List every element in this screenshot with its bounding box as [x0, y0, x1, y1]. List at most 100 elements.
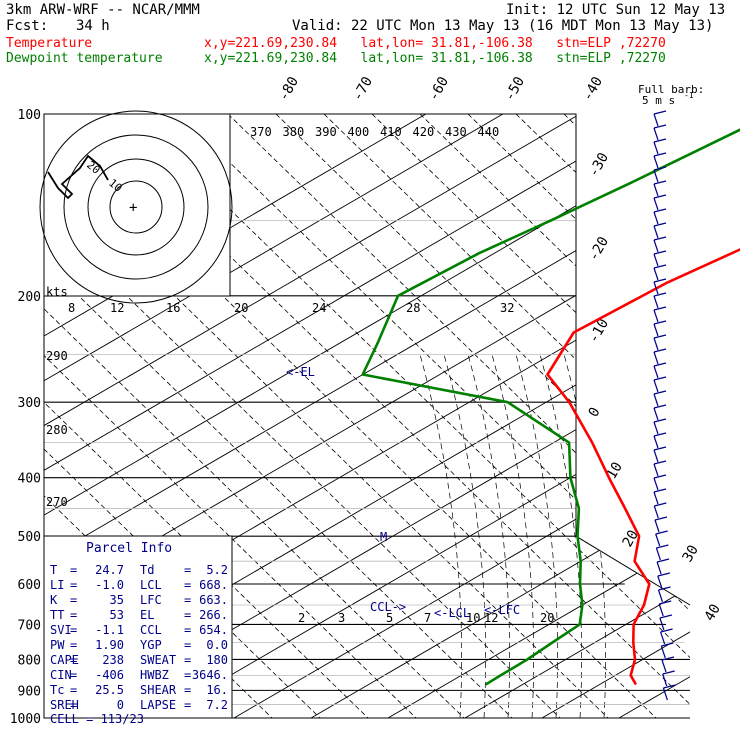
mixing-ratio-label: 10	[466, 611, 480, 625]
mixing-ratio-label: 28	[406, 301, 420, 315]
dry-adiabat-line	[44, 114, 417, 718]
dry-adiabat-line	[515, 114, 690, 718]
pressure-tick-label: 1000	[10, 712, 41, 727]
hodograph-center: +	[129, 200, 137, 216]
parcel-param-eq: =	[70, 638, 77, 652]
mixing-ratio-label: 5	[386, 611, 393, 625]
wind-barb-feather	[653, 236, 667, 241]
wind-barb-feather	[653, 180, 667, 185]
dry-adiabat-line	[44, 114, 465, 718]
isotherm-tick-label: -80	[276, 74, 303, 104]
isotherm-line	[233, 114, 690, 718]
wind-barb-feather	[653, 138, 667, 143]
wind-barb-staff	[653, 225, 659, 239]
wind-barb-feather	[663, 684, 676, 689]
wind-barb-feather	[655, 530, 668, 535]
wind-barb-feather	[653, 446, 667, 451]
parcel-param-value: -1.1	[95, 623, 124, 637]
diagram-frame	[44, 113, 691, 606]
pressure-tick-label: 800	[18, 653, 41, 668]
wind-barb-feather	[659, 614, 673, 619]
wind-barb-staff	[653, 239, 659, 253]
pressure-tick-label: 500	[18, 530, 41, 545]
parcel-param-value: 668.	[199, 578, 228, 592]
dry-adiabat-line	[467, 114, 690, 718]
theta-tick-label: 420	[413, 125, 435, 139]
parcel-param-eq: =	[184, 608, 191, 622]
parcel-info-title: Parcel Info	[86, 541, 172, 556]
dry-adiabat-line	[131, 114, 690, 718]
wind-barb-staff	[653, 127, 659, 141]
forecast-hour: 34 h	[76, 18, 110, 34]
isotherm-line	[44, 114, 504, 718]
mixing-ratio-label: 16	[166, 301, 180, 315]
isotherm-tick-label: -10	[586, 316, 613, 346]
isotherm-tick-label: 40	[702, 601, 724, 624]
valid-time: Valid: 22 UTC Mon 13 May 13 (16 MDT Mon …	[292, 18, 714, 34]
parcel-param-eq: =	[70, 653, 77, 667]
mark-annotation: M	[380, 530, 387, 544]
barb-legend-units: 5 m s	[642, 94, 675, 107]
parcel-param-name: SREH	[50, 698, 79, 712]
wind-barb-staff	[660, 631, 666, 645]
hodograph-ring	[39, 110, 233, 304]
wind-barb-feather	[653, 488, 667, 493]
lfc-annotation: <-LFC	[484, 603, 520, 617]
parcel-param-eq: =	[70, 698, 77, 712]
parcel-param-name: LI	[50, 578, 64, 592]
parcel-param-value: 266.	[199, 608, 228, 622]
parcel-param-eq: =	[184, 668, 191, 682]
theta-tick-label: 400	[348, 125, 370, 139]
parcel-param-eq: =	[70, 623, 77, 637]
parcel-param-value: -1.0	[95, 578, 124, 592]
parcel-param-name: EL	[140, 608, 154, 622]
parcel-param-name: T	[50, 563, 57, 577]
wind-barb-feather	[653, 208, 667, 213]
parcel-param-name: CCL	[140, 623, 162, 637]
dry-adiabat-line	[659, 114, 690, 718]
wind-barb-feather	[653, 390, 667, 395]
isotherm-tick-label: 0	[586, 405, 604, 420]
wind-barb-feather	[654, 516, 668, 521]
wind-barb-staff	[653, 449, 659, 463]
wind-barb-feather	[661, 642, 674, 647]
pressure-tick-label: 300	[18, 396, 41, 411]
parcel-param-name: SHEAR	[140, 683, 177, 697]
pressure-tick-label: 900	[18, 684, 41, 699]
wind-barb-feather	[653, 152, 667, 157]
wind-barb-staff	[653, 253, 659, 267]
parcel-param-value: 35	[110, 593, 124, 607]
isotherm-tick-label: -50	[502, 74, 529, 104]
dry-adiabat-line	[44, 114, 561, 718]
wind-barb-feather	[653, 306, 667, 311]
wind-barb-feather	[653, 432, 667, 437]
pressure-tick-label: 100	[18, 108, 41, 123]
wind-barb-staff	[654, 519, 660, 533]
theta-tick-label: 440	[478, 125, 500, 139]
isotherm-line	[44, 114, 581, 718]
mixing-ratio-label: 24	[312, 301, 326, 315]
wind-barb-feather	[653, 362, 667, 367]
wind-barb-staff	[656, 561, 662, 575]
parcel-param-value: 5.2	[206, 563, 228, 577]
wind-barb-staff	[655, 533, 661, 547]
wind-barb-feather	[653, 166, 667, 171]
wind-barb-staff	[655, 547, 661, 561]
wind-barb-staff	[653, 435, 659, 449]
parcel-param-eq: =	[184, 563, 191, 577]
parcel-param-value: 0	[117, 698, 124, 712]
parcel-param-value: 654.	[199, 623, 228, 637]
wind-barb-staff	[653, 351, 659, 365]
parcel-cell: CELL = 113/23	[50, 712, 144, 726]
wind-barb-feather	[653, 264, 667, 269]
parcel-param-value: 0.0	[206, 638, 228, 652]
parcel-param-eq: =	[70, 608, 77, 622]
dewpoint-legend: Dewpoint temperature	[6, 51, 163, 66]
dry-adiabat-line	[323, 114, 690, 718]
wind-barb-feather	[653, 376, 667, 381]
wind-barb-feather	[661, 656, 675, 661]
hodograph-ring	[87, 158, 185, 256]
parcel-param-value: 238	[102, 653, 124, 667]
dry-adiabat-line	[179, 114, 690, 718]
